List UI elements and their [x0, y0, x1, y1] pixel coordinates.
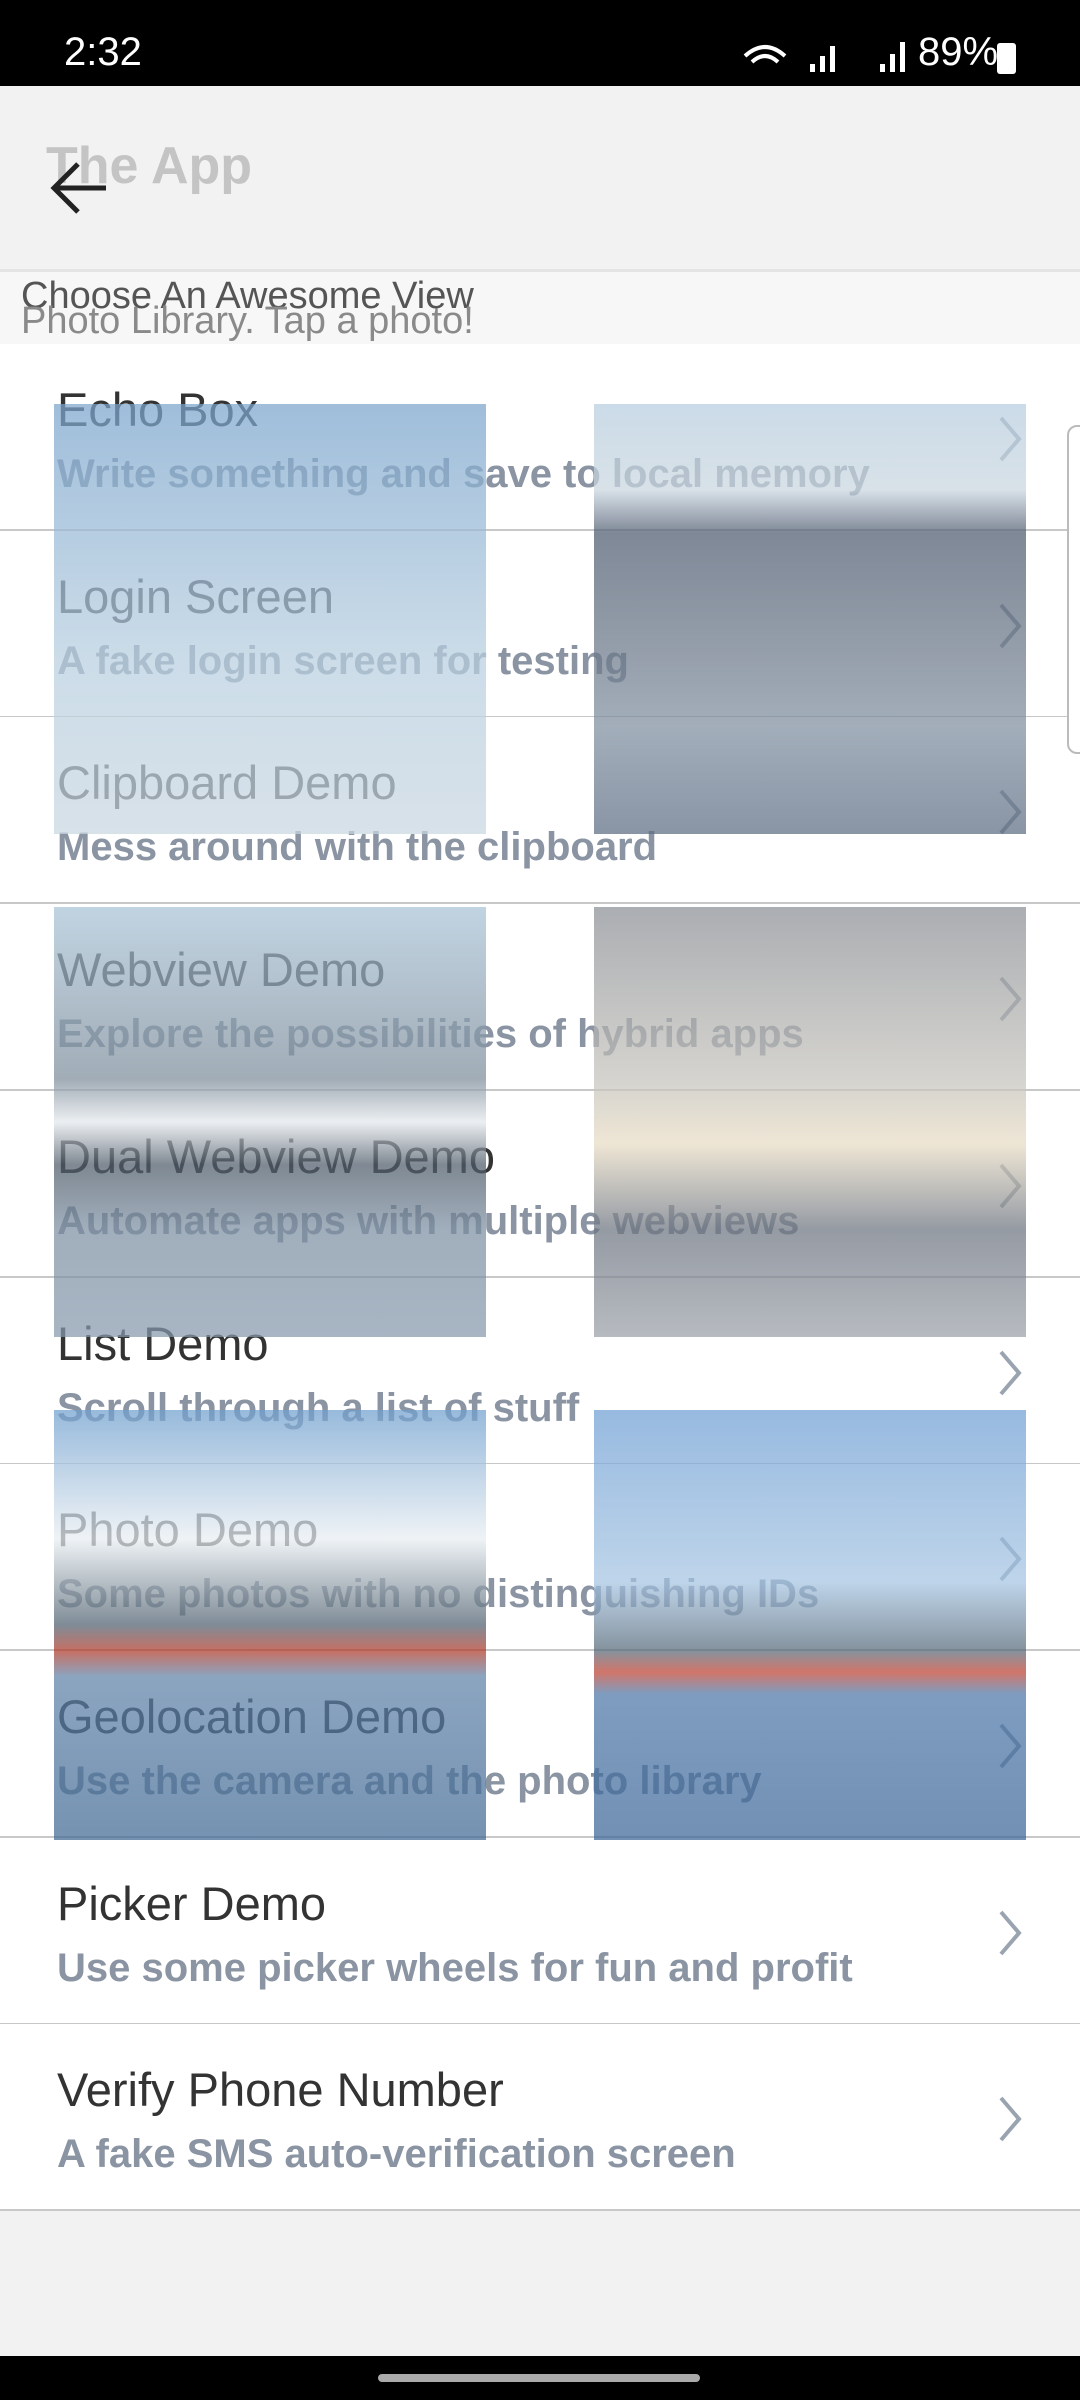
- list-header: Choose An Awesome View Photo Library. Ta…: [0, 272, 1080, 346]
- photo[interactable]: [54, 907, 486, 1337]
- app-header: The App: [0, 86, 1080, 272]
- photo-caption: Photo Library. Tap a photo!: [21, 300, 474, 342]
- nav-bar: [0, 2356, 1080, 2400]
- item-title: Verify Phone Number: [57, 2063, 504, 2117]
- battery-icon: [997, 43, 1016, 74]
- list-item[interactable]: Verify Phone Number A fake SMS auto-verif…: [0, 2024, 1080, 2212]
- photo[interactable]: [594, 1410, 1026, 1840]
- home-handle[interactable]: [378, 2374, 700, 2382]
- scroll-indicator: [1067, 425, 1080, 754]
- status-time: 2:32: [64, 30, 142, 74]
- back-button[interactable]: [50, 158, 112, 218]
- photo[interactable]: [594, 404, 1026, 834]
- item-title: Picker Demo: [57, 1876, 327, 1930]
- app-title: The App: [46, 137, 253, 195]
- signal-icons: [743, 42, 905, 72]
- list-title: Choose An Awesome View: [21, 275, 474, 317]
- photo[interactable]: [594, 907, 1026, 1337]
- chevron: [999, 2096, 1022, 2142]
- item-subtitle: Use some picker wheels for fun and profi…: [57, 1945, 853, 1990]
- battery-level: 89%: [918, 30, 999, 74]
- chevron: [999, 1910, 1022, 1955]
- status-bar: 2:32 89%: [0, 0, 1080, 86]
- photo[interactable]: [54, 1410, 486, 1840]
- chevron: [999, 1350, 1022, 1395]
- list-item[interactable]: Picker Demo Use some picker wheels for fu…: [0, 1837, 1080, 2025]
- photo[interactable]: [54, 404, 486, 834]
- item-subtitle: A fake SMS auto-verification screen: [57, 2132, 736, 2177]
